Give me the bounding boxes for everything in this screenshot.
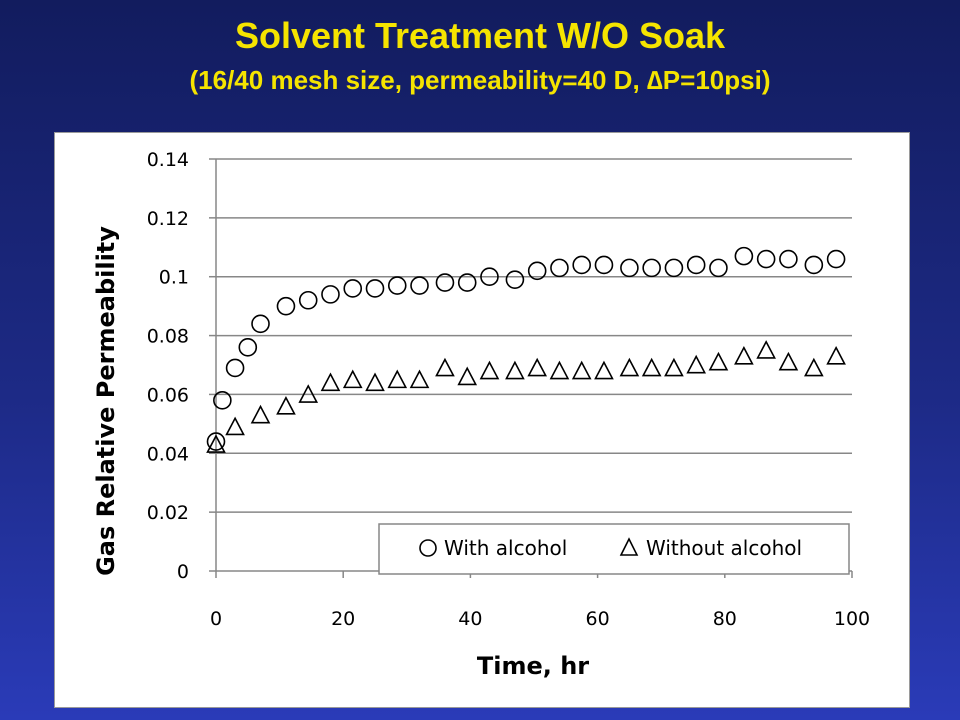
circle-marker-with-alcohol — [213, 391, 232, 410]
triangle-marker-without-alcohol — [206, 434, 226, 453]
y-tick-label: 0 — [177, 561, 189, 583]
tick-labels: 0 0.02 0.04 0.06 0.08 0.1 0.12 0.14 0 20 40 60 80 100 — [147, 149, 870, 630]
legend: With alcohol Without alcohol — [378, 523, 850, 575]
triangle-marker-without-alcohol — [708, 351, 729, 371]
circle-marker-with-alcohol — [620, 258, 639, 278]
circle-marker-with-alcohol — [505, 270, 525, 289]
y-tick-label: 0.06 — [147, 384, 189, 406]
triangle-marker-without-alcohol — [479, 360, 500, 380]
circle-marker-with-alcohol — [734, 246, 754, 266]
legend-label-with-alcohol: With alcohol — [444, 536, 567, 560]
gridlines — [216, 158, 852, 513]
triangle-marker-without-alcohol — [664, 357, 684, 377]
y-tick-label: 0.04 — [147, 443, 189, 465]
triangle-marker-without-alcohol — [435, 357, 455, 377]
triangle-marker-without-alcohol — [619, 357, 640, 377]
triangle-marker-without-alcohol — [342, 369, 363, 389]
scatter-chart: 0 0.02 0.04 0.06 0.08 0.1 0.12 0.14 0 20 40 60 80 100… — [92, 149, 870, 680]
triangle-marker-without-alcohol — [250, 404, 271, 424]
data-markers — [206, 246, 846, 453]
triangle-marker-without-alcohol — [804, 357, 824, 377]
circle-marker-with-alcohol — [225, 358, 245, 378]
triangle-marker-without-alcohol — [276, 395, 296, 415]
y-tick-label: 0.12 — [147, 208, 189, 230]
triangle-marker-without-alcohol — [826, 345, 846, 365]
y-tick-label: 0.14 — [147, 149, 189, 171]
triangle-marker-without-alcohol — [549, 360, 570, 380]
circle-marker-with-alcohol — [457, 273, 477, 292]
circle-marker-with-alcohol — [238, 338, 258, 357]
chart-panel: 0 0.02 0.04 0.06 0.08 0.1 0.12 0.14 0 20 40 60 80 100… — [54, 132, 910, 708]
circle-marker-with-alcohol — [826, 249, 846, 269]
circle-marker-with-alcohol — [343, 279, 363, 298]
triangle-marker-without-alcohol — [686, 354, 707, 374]
y-tick-label: 0.02 — [147, 502, 189, 524]
x-tick-label: 40 — [458, 608, 482, 630]
legend-circle-marker — [419, 539, 437, 557]
y-axis-title: Gas Relative Permeability — [92, 226, 120, 576]
y-tick-label: 0.08 — [147, 326, 189, 348]
circle-marker-with-alcohol — [365, 279, 385, 298]
circle-marker-with-alcohol — [664, 258, 684, 278]
triangle-marker-without-alcohol — [409, 369, 430, 389]
legend-triangle-marker — [619, 537, 639, 556]
circle-marker-with-alcohol — [572, 255, 592, 275]
circle-marker-with-alcohol — [206, 432, 226, 451]
circle-marker-with-alcohol — [251, 314, 270, 334]
circle-marker-with-alcohol — [527, 261, 547, 281]
legend-label-without-alcohol: Without alcohol — [646, 536, 802, 560]
triangle-marker-without-alcohol — [365, 372, 385, 392]
slide-subtitle: (16/40 mesh size, permeability=40 D, ∆P=… — [189, 65, 771, 95]
triangle-marker-without-alcohol — [457, 366, 478, 386]
axes — [209, 158, 853, 578]
y-tick-label: 0.1 — [159, 267, 189, 289]
triangle-marker-without-alcohol — [641, 357, 662, 377]
x-tick-label: 20 — [331, 608, 355, 630]
circle-marker-with-alcohol — [410, 276, 429, 295]
circle-marker-with-alcohol — [709, 258, 728, 278]
triangle-marker-without-alcohol — [756, 340, 776, 359]
x-tick-label: 60 — [586, 608, 610, 630]
circle-marker-with-alcohol — [686, 255, 706, 275]
x-tick-label: 80 — [713, 608, 737, 630]
triangle-marker-without-alcohol — [778, 351, 799, 371]
triangle-marker-without-alcohol — [594, 360, 614, 380]
circle-marker-with-alcohol — [321, 285, 340, 304]
circle-marker-with-alcohol — [550, 258, 569, 278]
slide-title: Solvent Treatment W/O Soak — [234, 15, 726, 56]
triangle-marker-without-alcohol — [734, 345, 754, 365]
circle-marker-with-alcohol — [642, 258, 661, 278]
circle-marker-with-alcohol — [804, 255, 824, 275]
x-tick-label: 100 — [834, 608, 870, 630]
circle-marker-with-alcohol — [756, 249, 776, 269]
triangle-marker-without-alcohol — [225, 416, 245, 436]
circle-marker-with-alcohol — [594, 255, 614, 275]
triangle-marker-without-alcohol — [505, 360, 525, 380]
circle-marker-with-alcohol — [779, 249, 798, 269]
triangle-marker-without-alcohol — [387, 369, 408, 389]
triangle-marker-without-alcohol — [298, 384, 319, 403]
circle-marker-with-alcohol — [435, 273, 455, 292]
x-tick-label: 0 — [210, 608, 222, 630]
x-axis-title: Time, hr — [477, 652, 589, 680]
triangle-marker-without-alcohol — [527, 357, 548, 377]
legend-box — [378, 523, 850, 575]
circle-marker-with-alcohol — [387, 276, 407, 295]
circle-marker-with-alcohol — [276, 296, 296, 316]
circle-marker-with-alcohol — [298, 290, 318, 310]
triangle-marker-without-alcohol — [571, 360, 592, 380]
circle-marker-with-alcohol — [480, 267, 499, 287]
triangle-marker-without-alcohol — [320, 372, 341, 392]
